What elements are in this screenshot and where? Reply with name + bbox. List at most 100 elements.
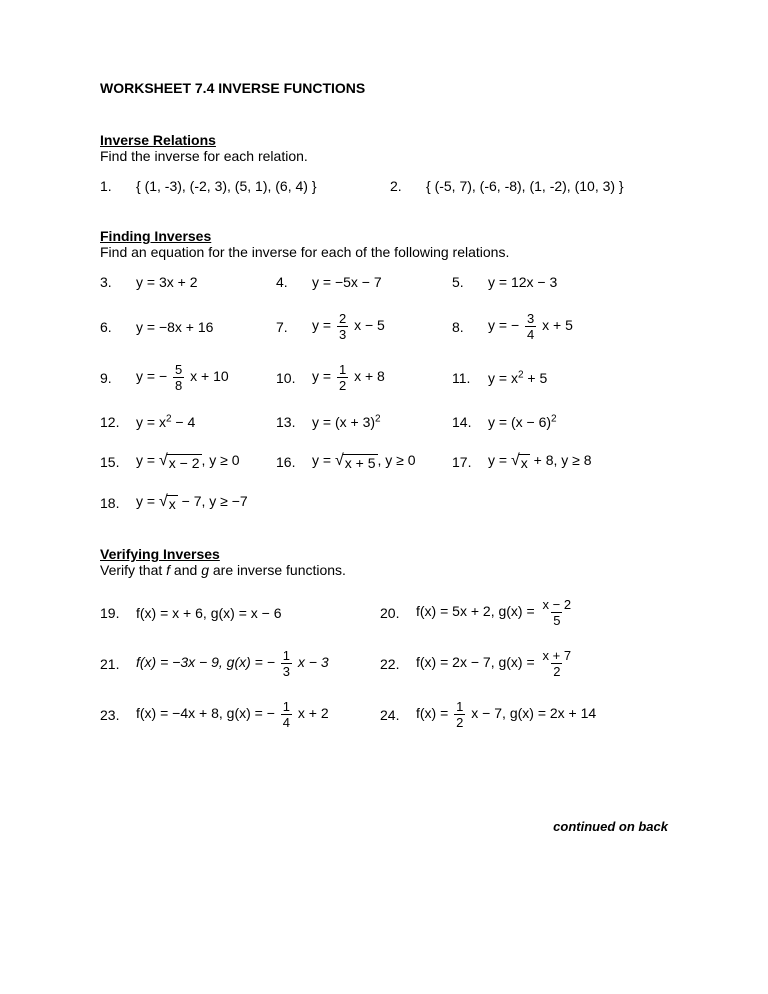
- fraction-num: 1: [281, 700, 292, 714]
- fraction-den: 8: [173, 377, 184, 392]
- problem-expr: y = √x + 8, y ≥ 8: [488, 452, 592, 471]
- sqrt-body: x − 2: [167, 454, 202, 471]
- problem-expr: y = −8x + 16: [136, 319, 213, 335]
- superscript: 2: [551, 413, 557, 424]
- problem-number: 7.: [276, 319, 312, 335]
- expr-part: x + 10: [190, 368, 229, 384]
- expr-part: x + 8: [354, 368, 385, 384]
- problem-11: 11. y = x2 + 5: [452, 370, 628, 386]
- problem-1: 1. { (1, -3), (-2, 3), (5, 1), (6, 4) }: [100, 178, 390, 194]
- problem-row: 18. y = √x − 7, y ≥ −7: [100, 493, 668, 512]
- problem-3: 3. y = 3x + 2: [100, 274, 276, 290]
- expr-part: f(x) = −4x + 8, g(x) = −: [136, 705, 275, 721]
- problem-expr: y = 3x + 2: [136, 274, 197, 290]
- problem-expr: y = − 34 x + 5: [488, 312, 573, 341]
- problem-number: 22.: [380, 656, 416, 672]
- sub-text: are inverse functions.: [209, 562, 346, 578]
- problem-13: 13. y = (x + 3)2: [276, 414, 452, 430]
- problem-expr: f(x) = 5x + 2, g(x) = x − 25: [416, 598, 575, 627]
- fraction-den: 3: [281, 663, 292, 678]
- fraction-den: 2: [337, 377, 348, 392]
- fraction-num: x − 2: [541, 598, 574, 612]
- expr-part: y = −: [136, 368, 167, 384]
- problem-expr: y = x2 − 4: [136, 414, 195, 430]
- problem-expr: y = √x − 2, y ≥ 0: [136, 452, 240, 471]
- sqrt-body: x + 5: [343, 454, 378, 471]
- fraction-den: 2: [454, 714, 465, 729]
- problem-number: 24.: [380, 707, 416, 723]
- expr-part: y = (x − 6): [488, 414, 551, 430]
- expr-part: y = −: [488, 317, 519, 333]
- section-finding-inverses-sub: Find an equation for the inverse for eac…: [100, 244, 668, 260]
- problem-expr: y = (x + 3)2: [312, 414, 381, 430]
- section-verifying-inverses-sub: Verify that f and g are inverse function…: [100, 562, 668, 578]
- expr-part: + 8, y ≥ 8: [530, 452, 592, 468]
- problem-row: 23. f(x) = −4x + 8, g(x) = − 14 x + 2 24…: [100, 700, 668, 729]
- problem-expr: { (1, -3), (-2, 3), (5, 1), (6, 4) }: [136, 178, 317, 194]
- expr-part: y = x: [136, 414, 166, 430]
- fraction-den: 5: [551, 612, 562, 627]
- section-finding-inverses-head: Finding Inverses: [100, 228, 668, 244]
- problem-expr: f(x) = x + 6, g(x) = x − 6: [136, 605, 282, 621]
- problem-row: 6. y = −8x + 16 7. y = 23 x − 5 8. y = −…: [100, 312, 668, 341]
- problem-number: 13.: [276, 414, 312, 430]
- expr-part: y = x: [488, 370, 518, 386]
- problem-number: 3.: [100, 274, 136, 290]
- sub-text: Verify that: [100, 562, 166, 578]
- problem-expr: y = √x − 7, y ≥ −7: [136, 493, 248, 512]
- expr-part: x − 3: [298, 654, 329, 670]
- expr-part: , y ≥ 0: [378, 452, 416, 468]
- problem-10: 10. y = 12 x + 8: [276, 363, 452, 392]
- fraction: 12: [454, 700, 465, 729]
- sub-g: g: [201, 562, 209, 578]
- problem-20: 20. f(x) = 5x + 2, g(x) = x − 25: [380, 598, 660, 627]
- expr-part: , y ≥ 0: [202, 452, 240, 468]
- expr-part: y =: [488, 452, 507, 468]
- problem-8: 8. y = − 34 x + 5: [452, 312, 628, 341]
- problem-16: 16. y = √x + 5, y ≥ 0: [276, 452, 452, 471]
- sqrt: √x: [511, 454, 530, 471]
- problem-number: 9.: [100, 370, 136, 386]
- problem-number: 10.: [276, 370, 312, 386]
- problem-19: 19. f(x) = x + 6, g(x) = x − 6: [100, 605, 380, 621]
- problem-number: 5.: [452, 274, 488, 290]
- fraction-num: 1: [281, 649, 292, 663]
- problem-number: 19.: [100, 605, 136, 621]
- problem-number: 21.: [100, 656, 136, 672]
- problem-12: 12. y = x2 − 4: [100, 414, 276, 430]
- fraction-den: 3: [337, 326, 348, 341]
- problem-9: 9. y = − 58 x + 10: [100, 363, 276, 392]
- superscript: 2: [375, 413, 381, 424]
- sub-text: and: [170, 562, 201, 578]
- problem-number: 1.: [100, 178, 136, 194]
- problem-number: 15.: [100, 454, 136, 470]
- fraction: x + 72: [541, 649, 574, 678]
- problem-number: 20.: [380, 605, 416, 621]
- problem-expr: { (-5, 7), (-6, -8), (1, -2), (10, 3) }: [426, 178, 624, 194]
- expr-part: x − 7, g(x) = 2x + 14: [471, 705, 596, 721]
- expr-part: y =: [136, 452, 155, 468]
- problem-expr: y = 23 x − 5: [312, 312, 385, 341]
- problem-number: 4.: [276, 274, 312, 290]
- fraction-num: 5: [173, 363, 184, 377]
- problem-expr: y = 12 x + 8: [312, 363, 385, 392]
- fraction: 58: [173, 363, 184, 392]
- sqrt: √x: [159, 495, 178, 512]
- fraction: 34: [525, 312, 536, 341]
- problem-21: 21. f(x) = −3x − 9, g(x) = − 13 x − 3: [100, 649, 380, 678]
- problem-17: 17. y = √x + 8, y ≥ 8: [452, 452, 628, 471]
- problem-expr: y = − 58 x + 10: [136, 363, 229, 392]
- problem-expr: y = x2 + 5: [488, 370, 547, 386]
- problem-number: 11.: [452, 370, 488, 386]
- fraction: 13: [281, 649, 292, 678]
- problem-expr: f(x) = 2x − 7, g(x) = x + 72: [416, 649, 575, 678]
- problem-7: 7. y = 23 x − 5: [276, 312, 452, 341]
- expr-part: f(x) = 5x + 2, g(x) =: [416, 603, 535, 619]
- sqrt-body: x: [519, 454, 530, 471]
- expr-part: y =: [312, 317, 331, 333]
- fraction-num: 3: [525, 312, 536, 326]
- expr-part: f(x) = −3x − 9, g(x) = −: [136, 654, 275, 670]
- sqrt-body: x: [167, 495, 178, 512]
- fraction: 23: [337, 312, 348, 341]
- fraction-num: x + 7: [541, 649, 574, 663]
